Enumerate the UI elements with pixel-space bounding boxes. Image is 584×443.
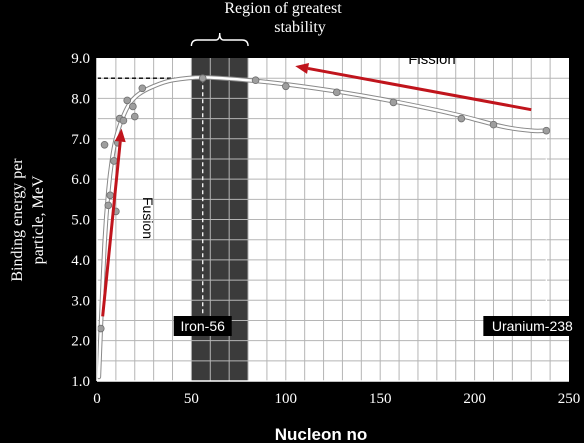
fusion-label: Fusion xyxy=(140,197,156,239)
y-tick-label: 5.0 xyxy=(71,213,90,229)
fission-label: Fission xyxy=(408,51,456,68)
y-tick-label: 9.0 xyxy=(71,51,90,67)
data-point xyxy=(96,324,105,333)
data-point xyxy=(251,76,260,85)
uranium-238-label-bg xyxy=(483,316,582,336)
x-tick-label: 250 xyxy=(558,391,581,407)
y-axis-label-line: Binding energy per xyxy=(9,158,26,282)
data-point xyxy=(110,157,118,165)
data-point xyxy=(281,82,290,91)
x-tick-label: 200 xyxy=(463,391,486,407)
iron-56-label: Iron-56 xyxy=(181,318,226,334)
stability-region-label-line: Region of greatest xyxy=(224,0,342,17)
data-point xyxy=(130,112,139,121)
data-point xyxy=(542,126,551,135)
x-tick-label: 100 xyxy=(275,391,298,407)
data-point xyxy=(138,84,147,93)
stability-region-brace xyxy=(190,32,249,47)
y-tick-label: 2.0 xyxy=(71,334,90,350)
y-tick-label: 1.0 xyxy=(71,374,90,390)
fission-arrow-line xyxy=(307,66,532,112)
y-tick-label: 8.0 xyxy=(71,91,90,107)
data-point xyxy=(198,74,207,82)
data-point xyxy=(119,116,128,125)
data-point xyxy=(389,98,398,107)
data-point xyxy=(332,88,341,97)
x-tick-label: 150 xyxy=(369,391,392,407)
data-point xyxy=(457,114,466,123)
fusion-arrow-head xyxy=(114,128,126,143)
iron-56-label-bg xyxy=(173,316,232,336)
y-tick-label: 3.0 xyxy=(71,293,90,309)
fission-arrow-head xyxy=(295,63,310,74)
y-tick-label: 6.0 xyxy=(71,172,90,188)
data-point xyxy=(489,120,498,129)
data-point xyxy=(123,96,132,105)
x-axis-label: Nucleon no xyxy=(275,425,368,443)
binding-energy-curve xyxy=(97,76,548,379)
x-tick-label: 50 xyxy=(184,391,199,407)
y-tick-label: 4.0 xyxy=(71,253,90,269)
fusion-arrow-line xyxy=(101,141,122,317)
y-tick-label: 7.0 xyxy=(71,132,90,148)
data-point xyxy=(106,191,115,200)
data-point xyxy=(104,201,113,210)
x-tick-label: 0 xyxy=(93,391,101,407)
y-axis-label-line: particle, MeV xyxy=(30,175,47,264)
stability-region-label: Region of greatest stability xyxy=(224,0,342,36)
data-point xyxy=(100,141,109,149)
uranium-238-label: Uranium-238 xyxy=(492,318,573,334)
y-axis-label: Binding energy per particle, MeV xyxy=(9,158,47,282)
data-point xyxy=(129,102,137,111)
stability-region-label-line: stability xyxy=(274,19,326,36)
